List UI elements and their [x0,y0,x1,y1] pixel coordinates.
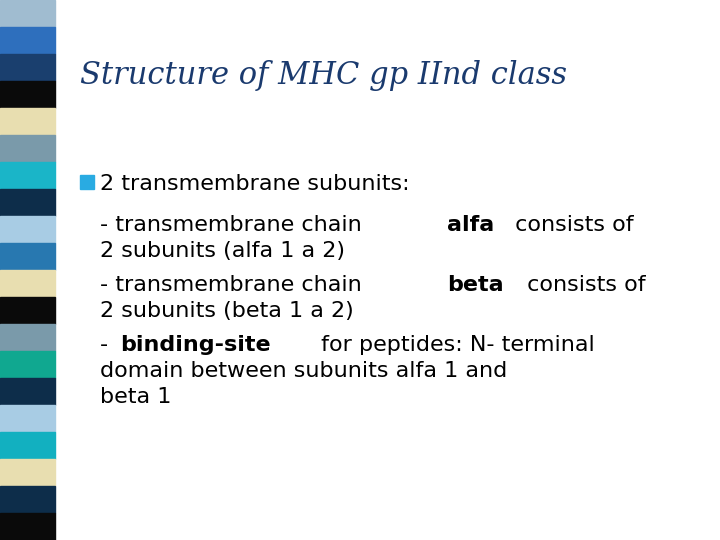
Bar [0,162,55,189]
Bar [0,54,55,81]
Bar [0,243,55,270]
Text: -: - [100,335,115,355]
Text: Structure of MHC gp IInd class: Structure of MHC gp IInd class [80,60,567,91]
Text: binding-site: binding-site [120,335,270,355]
Text: 2 subunits (beta 1 a 2): 2 subunits (beta 1 a 2) [100,301,354,321]
Text: - transmembrane chain: - transmembrane chain [100,215,369,235]
Bar [0,189,55,216]
Bar [0,135,55,162]
Bar [0,297,55,324]
Bar [0,432,55,459]
Bar [0,351,55,378]
Bar [0,324,55,351]
Bar [0,378,55,405]
Text: alfa: alfa [447,215,494,235]
Text: - transmembrane chain: - transmembrane chain [100,275,369,295]
Bar [0,270,55,297]
Bar [0,459,55,486]
Text: 2 transmembrane subunits:: 2 transmembrane subunits: [100,174,410,194]
Text: consists of: consists of [508,215,634,235]
Text: beta 1: beta 1 [100,387,171,407]
Bar [0,27,55,54]
Bar [80,175,94,189]
Text: 2 subunits (alfa 1 a 2): 2 subunits (alfa 1 a 2) [100,241,345,261]
Text: consists of: consists of [520,275,646,295]
Bar [0,81,55,108]
Text: domain between subunits alfa 1 and: domain between subunits alfa 1 and [100,361,508,381]
Text: beta: beta [447,275,503,295]
Bar [0,0,55,27]
Bar [0,216,55,243]
Text: for peptides: N- terminal: for peptides: N- terminal [314,335,595,355]
Bar [0,513,55,540]
Bar [0,486,55,513]
Bar [0,405,55,432]
Bar [0,108,55,135]
